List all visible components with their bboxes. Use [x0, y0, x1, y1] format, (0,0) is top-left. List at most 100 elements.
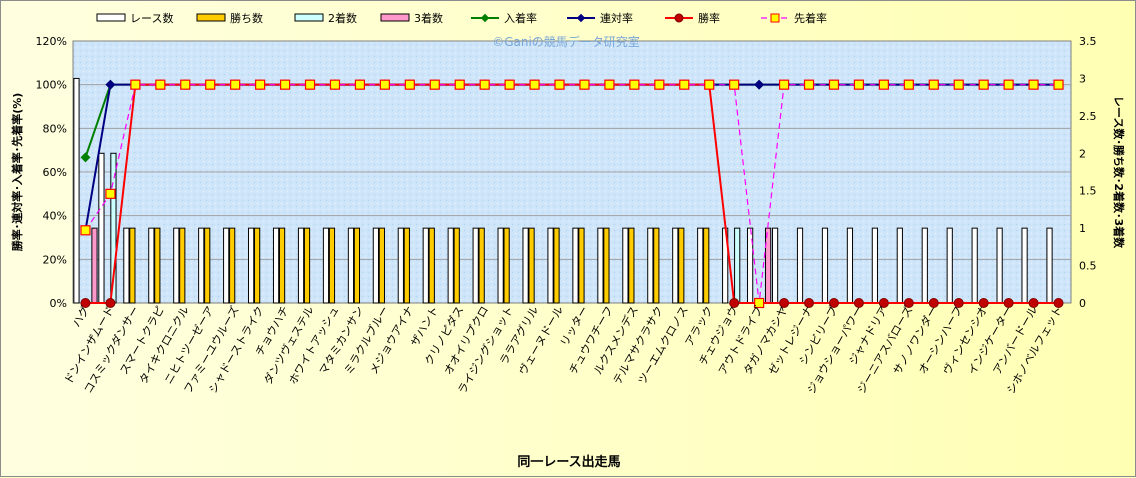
marker-先着率 [878, 79, 889, 90]
bar-レース数 [547, 227, 554, 304]
marker-入着率 [80, 152, 91, 163]
marker-勝率 [903, 298, 914, 308]
bar-勝ち数 [653, 227, 660, 304]
bar-勝ち数 [403, 227, 410, 304]
legend-label: 先着率 [794, 11, 827, 25]
marker-勝率 [928, 298, 939, 308]
marker-先着率 [329, 79, 341, 90]
bar-勝ち数 [179, 227, 186, 304]
marker-連対率 [105, 79, 116, 90]
bar-レース数 [971, 227, 978, 304]
bar-レース数 [846, 227, 854, 304]
marker-先着率 [928, 79, 939, 90]
marker-先着率 [529, 79, 540, 90]
y-right-tick-label: 2.5 [1079, 110, 1097, 123]
bar-勝ち数 [703, 227, 710, 304]
y-left-tick-label: 20% [43, 253, 67, 266]
legend-label: 2着数 [328, 11, 357, 25]
marker-先着率 [479, 79, 490, 90]
bar-レース数 [98, 152, 105, 304]
legend-label: レース数 [130, 12, 173, 25]
y-right-tick-label: 0.5 [1079, 260, 1097, 273]
bar-レース数 [297, 227, 305, 304]
marker-勝率 [1028, 298, 1039, 308]
bar-勝ち数 [303, 227, 311, 304]
marker-先着率 [1053, 79, 1064, 90]
bar-レース数 [472, 227, 479, 304]
bar-レース数 [447, 227, 454, 304]
bar-レース数 [148, 227, 155, 304]
bar-勝ち数 [453, 227, 460, 304]
marker-勝率 [1053, 298, 1064, 308]
legend-marker-入着率 [480, 13, 490, 23]
bar-レース数 [921, 227, 928, 304]
bar-勝ち数 [154, 227, 161, 304]
bar-レース数 [198, 227, 205, 304]
marker-先着率 [803, 79, 815, 90]
y-left-tick-label: 0% [50, 297, 67, 310]
bar-レース数 [821, 227, 829, 304]
marker-先着率 [180, 79, 191, 90]
bar-勝ち数 [528, 227, 535, 304]
marker-先着率 [604, 79, 615, 90]
legend-swatch-2着数 [294, 13, 324, 22]
marker-勝率 [853, 298, 864, 308]
legend-marker-先着率 [770, 13, 780, 23]
bar-レース数 [123, 227, 130, 304]
marker-先着率 [80, 225, 91, 236]
bar-勝ち数 [229, 227, 236, 304]
bar-勝ち数 [478, 227, 485, 304]
bar-勝ち数 [678, 227, 685, 304]
marker-先着率 [778, 79, 790, 90]
bar-レース数 [248, 227, 255, 304]
bar-レース数 [796, 227, 804, 304]
legend-label: 3着数 [414, 11, 443, 25]
bar-勝ち数 [328, 227, 336, 304]
bar-勝ち数 [204, 227, 211, 304]
category-label: ハグ [69, 304, 92, 330]
marker-先着率 [230, 79, 241, 90]
marker-勝率 [828, 298, 839, 308]
bar-レース数 [272, 227, 280, 304]
bar-レース数 [1021, 227, 1028, 304]
bar-レース数 [996, 227, 1003, 304]
marker-先着率 [579, 79, 590, 90]
y-left-tick-label: 80% [43, 122, 67, 135]
bar-勝ち数 [628, 227, 635, 304]
marker-勝率 [779, 298, 790, 308]
marker-勝率 [729, 298, 740, 308]
marker-勝率 [978, 298, 989, 308]
bar-レース数 [597, 227, 604, 304]
marker-先着率 [454, 79, 465, 90]
marker-先着率 [978, 79, 989, 90]
marker-先着率 [504, 79, 515, 90]
y-left-tick-label: 40% [43, 210, 67, 223]
marker-先着率 [704, 79, 715, 90]
legend-swatch-レース数 [96, 13, 126, 22]
y-right-tick-label: 3 [1079, 72, 1086, 85]
marker-先着率 [903, 79, 914, 90]
bar-2着数 [734, 227, 741, 304]
bar-3着数 [765, 227, 772, 304]
y-right-tick-label: 3.5 [1079, 35, 1097, 48]
legend-label: 入着率 [504, 11, 537, 25]
bar-レース数 [522, 227, 529, 304]
y-axis-title-right: レース数･勝ち数･2着数･3着数 [1112, 96, 1126, 249]
legend-label: 勝ち数 [230, 11, 263, 25]
marker-先着率 [1028, 79, 1039, 90]
marker-先着率 [205, 79, 216, 90]
bar-レース数 [322, 227, 330, 304]
marker-先着率 [279, 79, 291, 90]
marker-先着率 [654, 79, 665, 90]
marker-先着率 [105, 188, 116, 199]
marker-勝率 [953, 298, 964, 308]
bar-レース数 [697, 227, 704, 304]
marker-先着率 [304, 79, 316, 90]
bar-レース数 [896, 227, 903, 304]
bar-レース数 [647, 227, 654, 304]
marker-先着率 [155, 79, 166, 90]
watermark: ©Ganiの競馬データ研究室 [492, 34, 640, 49]
marker-先着率 [629, 79, 640, 90]
x-axis-title: 同一レース出走馬 [517, 454, 620, 470]
